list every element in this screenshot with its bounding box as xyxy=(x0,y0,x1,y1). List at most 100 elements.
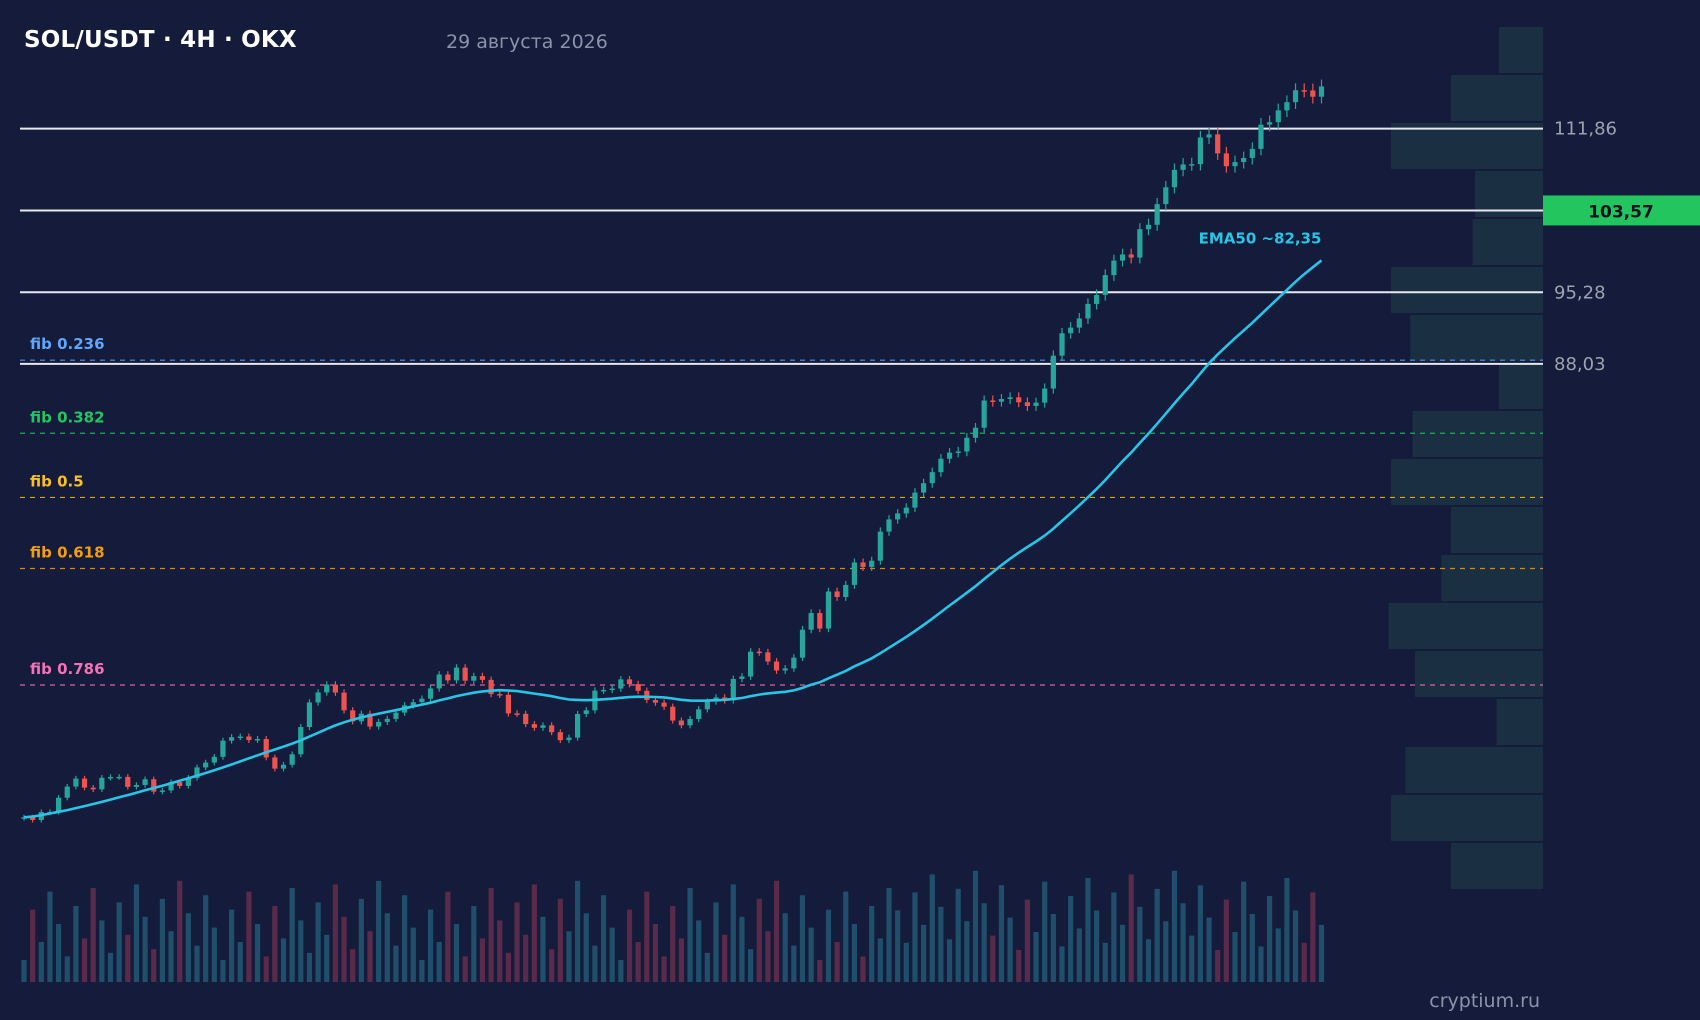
candle-body xyxy=(1275,110,1281,123)
volume-profile-bar xyxy=(1475,171,1543,217)
candle-body xyxy=(280,764,287,769)
volume-bar xyxy=(756,898,762,982)
candle-body xyxy=(1284,102,1290,111)
candle-body xyxy=(895,513,901,520)
volume-bar xyxy=(254,924,261,982)
candle-body xyxy=(1249,148,1255,159)
volume-bar xyxy=(280,938,287,982)
volume-bar xyxy=(739,916,745,982)
candle-body xyxy=(1206,134,1212,138)
volume-bar xyxy=(566,931,572,982)
volume-bar xyxy=(107,952,114,982)
candle-body xyxy=(851,562,857,585)
volume-profile-bar xyxy=(1391,795,1543,841)
volume-bar xyxy=(1145,939,1152,982)
candle-body xyxy=(652,699,659,703)
candle-body xyxy=(609,688,615,691)
candle-body xyxy=(220,740,226,757)
volume-bar xyxy=(644,891,650,982)
volume-profile-bar xyxy=(1451,75,1543,121)
candle-body xyxy=(203,762,209,768)
candle-body xyxy=(1042,388,1048,403)
volume-bar xyxy=(479,938,486,982)
candle-body xyxy=(211,756,217,763)
candle-body xyxy=(427,688,434,699)
volume-bar xyxy=(505,952,511,982)
volume-bar xyxy=(1102,942,1108,982)
volume-bar xyxy=(47,891,53,982)
candle-body xyxy=(860,562,866,567)
volume-profile-bar xyxy=(1472,219,1543,265)
volume-bar xyxy=(1059,946,1065,982)
volume-bar xyxy=(687,888,693,982)
volume-bar xyxy=(903,942,909,982)
volume-bar xyxy=(895,910,901,982)
volume-profile-bar xyxy=(1405,747,1543,793)
volume-bar xyxy=(73,906,79,982)
volume-bar xyxy=(289,888,295,982)
candle-body xyxy=(185,777,191,786)
volume-bar xyxy=(1068,896,1074,982)
candle-body xyxy=(730,678,736,701)
volume-bar xyxy=(955,888,961,982)
candle-body xyxy=(64,786,70,798)
volume-bar xyxy=(670,906,676,982)
candle-body xyxy=(1016,397,1022,403)
volume-profile-bar xyxy=(1451,507,1543,553)
volume-bar xyxy=(229,909,235,982)
volume-bar xyxy=(410,927,416,982)
candle-body xyxy=(384,718,390,722)
volume-bar xyxy=(1154,888,1160,982)
candle-body xyxy=(341,692,347,711)
candle-body xyxy=(791,657,797,669)
volume-bar xyxy=(696,920,702,982)
volume-bar xyxy=(177,880,183,982)
candle-body xyxy=(1050,355,1056,389)
volume-bar xyxy=(1292,910,1299,982)
candle-body xyxy=(704,701,710,710)
volume-bar xyxy=(220,960,226,982)
candle-body xyxy=(246,736,252,741)
candle-body xyxy=(1180,164,1186,170)
volume-bar xyxy=(1007,917,1013,982)
volume-bar xyxy=(38,942,44,982)
volume-bar xyxy=(488,888,494,982)
volume-bar xyxy=(194,945,200,982)
candle-body xyxy=(419,698,425,703)
candle-body xyxy=(964,437,970,452)
fib-level-label: fib 0.382 xyxy=(30,408,105,426)
volume-bar xyxy=(56,924,62,982)
volume-bar xyxy=(1215,950,1221,982)
candle-body xyxy=(1163,187,1169,205)
candle-body xyxy=(453,667,460,681)
volume-bar xyxy=(523,934,529,982)
volume-bar xyxy=(1267,896,1273,982)
candle-body xyxy=(998,399,1005,402)
volume-bar xyxy=(298,920,304,982)
volume-bar xyxy=(1180,903,1186,982)
volume-bar xyxy=(81,938,88,982)
chart-date: 29 августа 2026 xyxy=(446,31,608,53)
candle-body xyxy=(1215,134,1221,154)
candle-body xyxy=(782,668,788,671)
candle-body xyxy=(254,738,261,741)
candle-body xyxy=(306,702,313,728)
candle-body xyxy=(1145,224,1152,230)
candle-body xyxy=(272,757,278,769)
volume-bar xyxy=(782,913,788,982)
candle-body xyxy=(921,483,927,493)
volume-profile-bar xyxy=(1415,651,1543,697)
candle-body xyxy=(531,724,537,728)
candle-body xyxy=(73,778,79,787)
candle-body xyxy=(99,777,105,790)
candle-body xyxy=(479,676,486,680)
volume-bar xyxy=(877,938,883,982)
volume-bar xyxy=(869,906,875,982)
candle-body xyxy=(514,713,520,715)
candle-body xyxy=(808,613,814,630)
volume-bar xyxy=(315,902,321,982)
candle-body xyxy=(462,667,468,681)
candle-body xyxy=(756,651,762,654)
